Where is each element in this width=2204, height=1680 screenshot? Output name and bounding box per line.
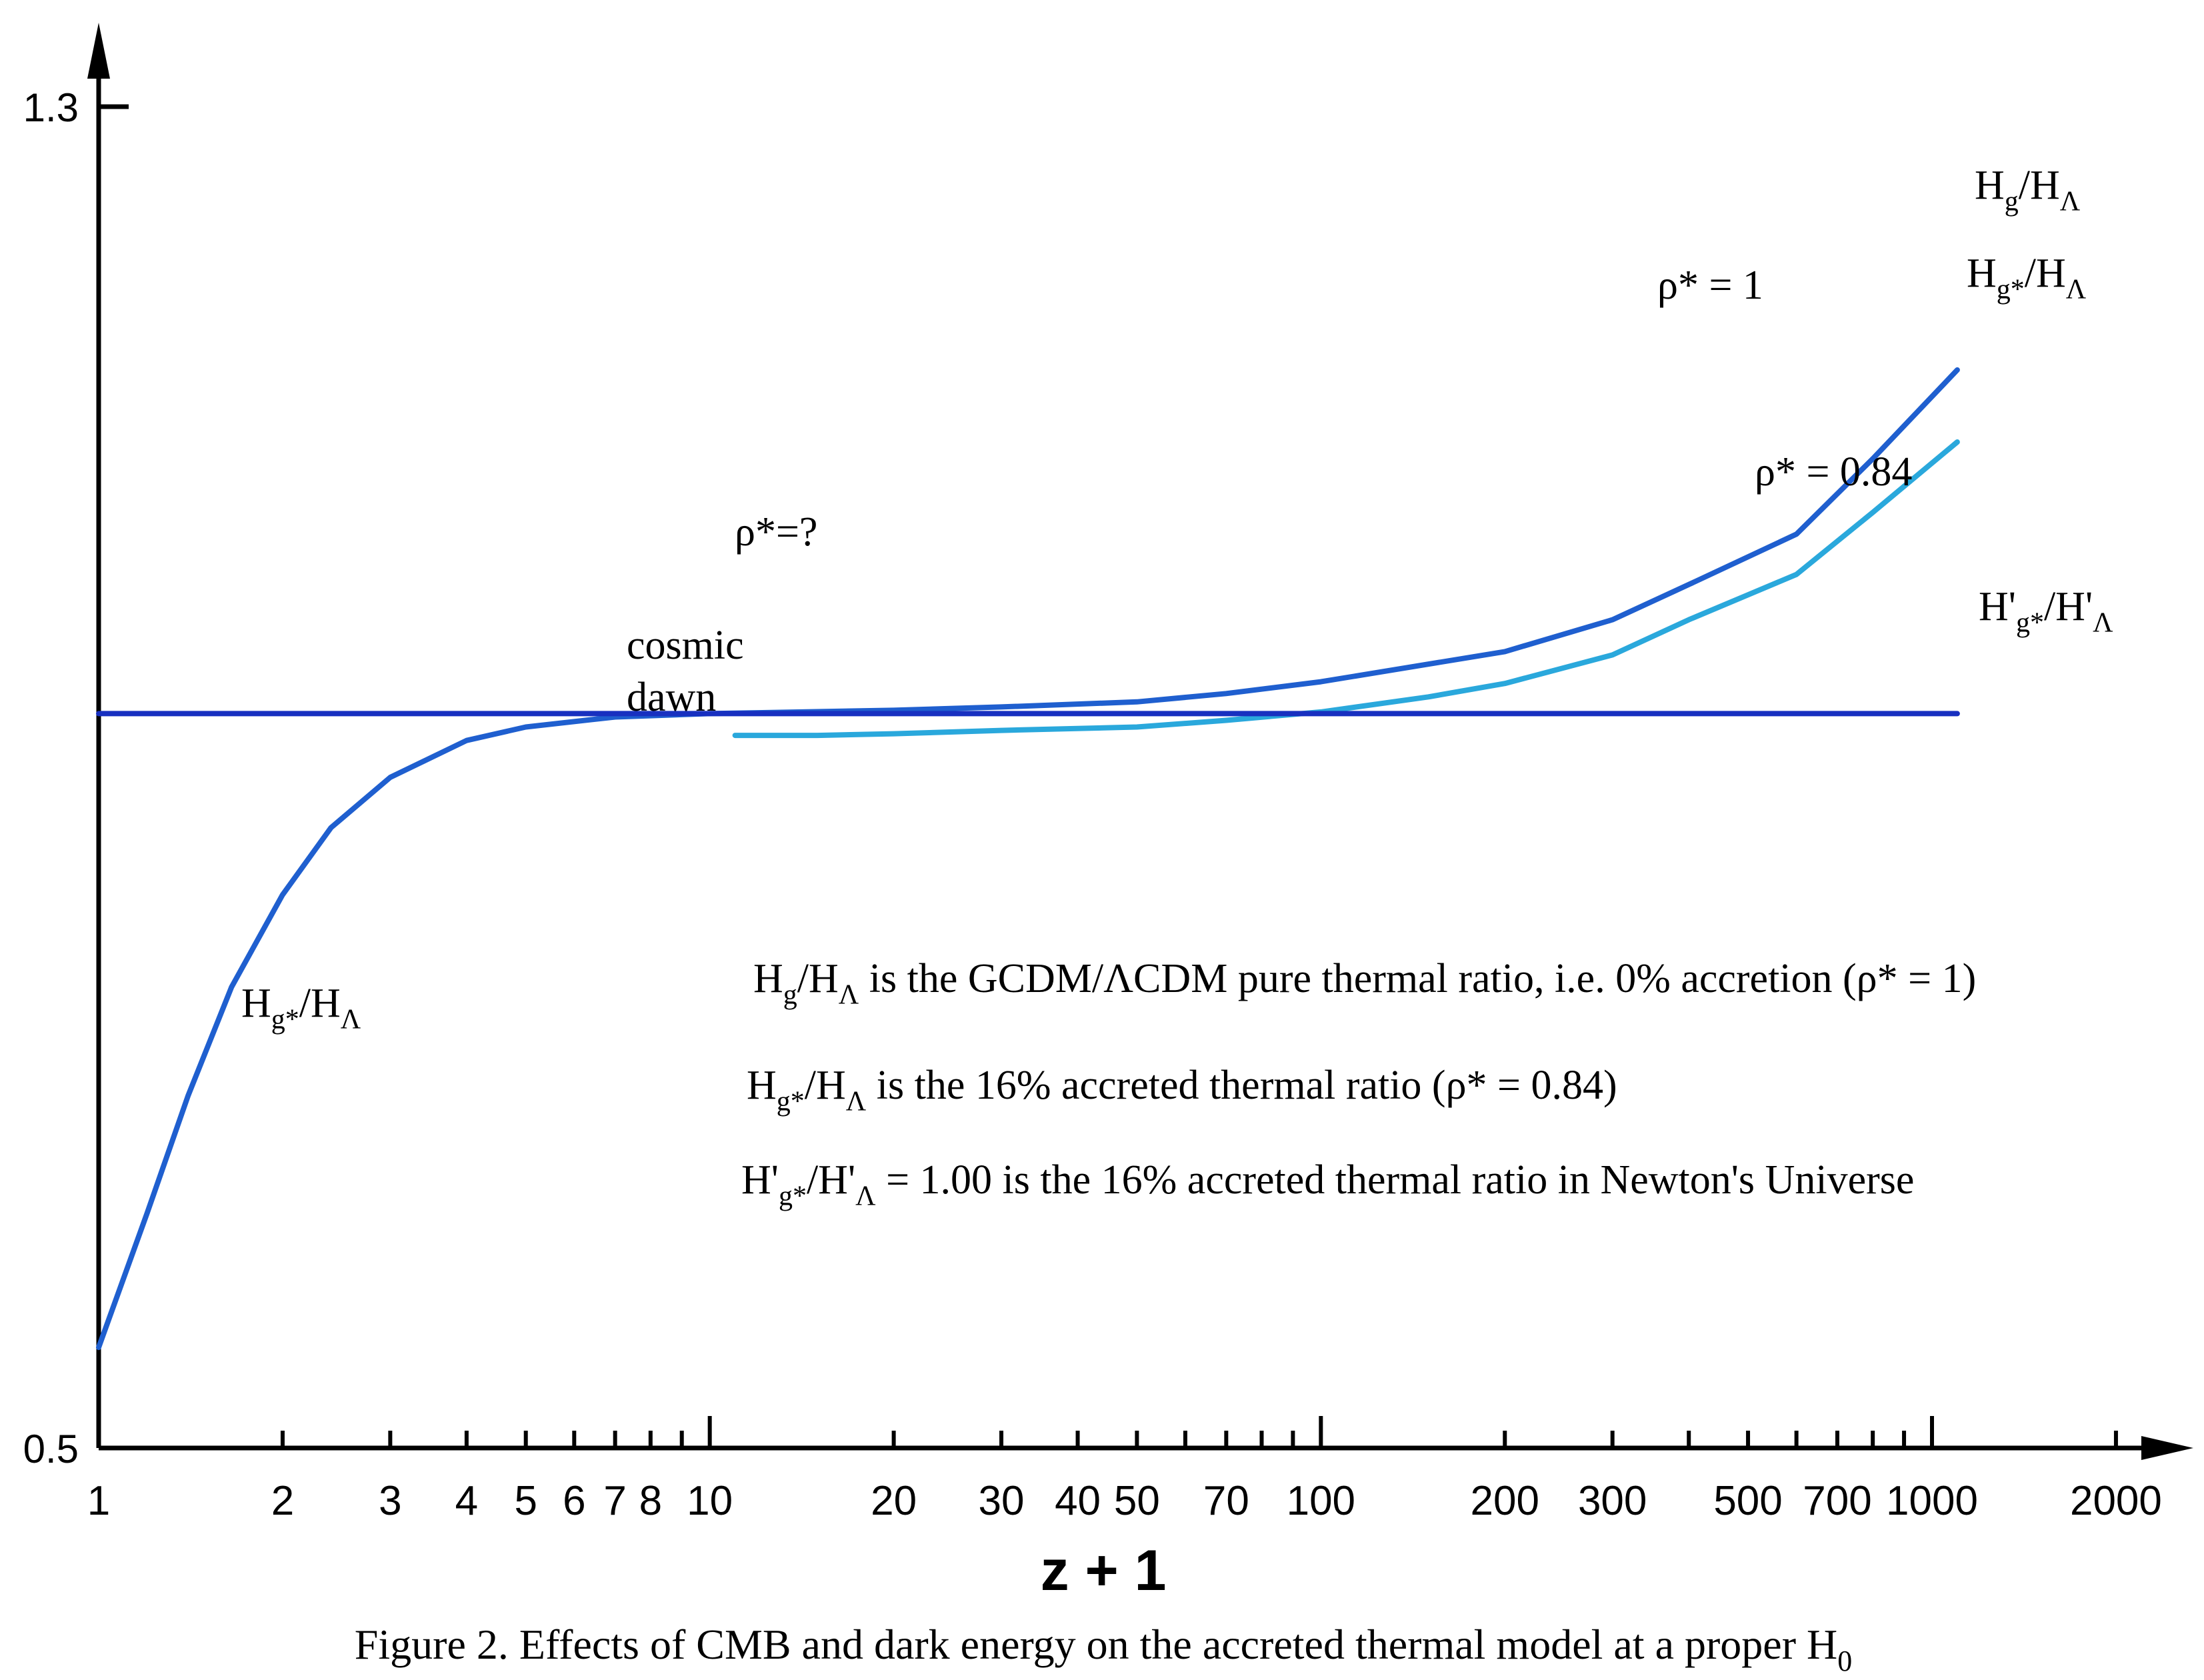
x-tick-label: 6 (563, 1478, 585, 1524)
x-tick-label: 200 (1471, 1478, 1539, 1524)
x-tick-label: 100 (1287, 1478, 1355, 1524)
x-axis-arrow (2141, 1436, 2193, 1460)
x-tick-label: 8 (639, 1478, 662, 1524)
legend-line-2: Hg*/HΛ is the 16% accreted thermal ratio… (747, 1063, 1617, 1117)
annotation-dawn: dawn (627, 675, 716, 720)
curve-label-h-prime-right: H'g*/H'Λ (1979, 584, 2113, 638)
x-tick-label: 30 (979, 1478, 1025, 1524)
figure-caption: Figure 2. Effects of CMB and dark energy… (355, 1621, 1852, 1677)
x-tick-label: 3 (379, 1478, 401, 1524)
annotation-rho-one: ρ* = 1 (1657, 263, 1763, 308)
x-tick-label: 50 (1114, 1478, 1160, 1524)
curve-label-hg-star-left: Hg*/HΛ (241, 981, 361, 1035)
x-tick-label: 500 (1713, 1478, 1782, 1524)
x-tick-label: 2000 (2070, 1478, 2162, 1524)
x-tick-label: 1 (87, 1478, 110, 1524)
legend-line-3: H'g*/H'Λ = 1.00 is the 16% accreted ther… (741, 1157, 1914, 1211)
y-tick-label: 1.3 (23, 85, 79, 130)
series-line-hg (732, 439, 1960, 739)
x-tick-label: 4 (455, 1478, 478, 1524)
x-tick-label: 70 (1203, 1478, 1249, 1524)
axes (87, 23, 2193, 1460)
x-tick-label: 700 (1803, 1478, 1871, 1524)
y-tick-label: 0.5 (23, 1427, 79, 1471)
annotation-rho-084: ρ* = 0.84 (1755, 449, 1912, 495)
x-tick-label: 5 (514, 1478, 537, 1524)
labels: 1.3 0.51 2 3 4 5 6 7 8 10 20 30 40 50 70 100 200 300 500 70… (23, 85, 2162, 1677)
x-tick-label: 2 (271, 1478, 294, 1524)
series (96, 367, 1960, 1351)
legend-line-1: Hg/HΛ is the GCDM/ΛCDM pure thermal rati… (753, 956, 1976, 1010)
x-axis-label: z + 1 (1041, 1539, 1167, 1603)
x-tick-label: 20 (871, 1478, 917, 1524)
curve-label-hg-star-top: Hg*/HΛ (1967, 251, 2087, 305)
y-axis-arrow (87, 23, 110, 79)
curve-label-hg-top: Hg/HΛ (1975, 163, 2081, 217)
x-tick-label: 1000 (1886, 1478, 1978, 1524)
x-tick-label: 10 (687, 1478, 733, 1524)
annotation-rho-unknown: ρ*=? (735, 509, 817, 555)
x-tick-label: 7 (603, 1478, 626, 1524)
x-tick-label: 300 (1578, 1478, 1647, 1524)
ticks (99, 104, 2118, 1448)
annotation-cosmic: cosmic (627, 623, 744, 668)
x-tick-label: 40 (1055, 1478, 1101, 1524)
